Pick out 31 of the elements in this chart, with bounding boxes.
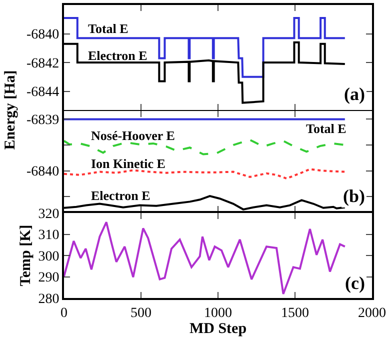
x-axis-title: MD Step — [189, 320, 247, 337]
y-tick-label: -6839 — [26, 113, 60, 128]
y-tick-label: 300 — [38, 249, 60, 264]
series-label: Electron E — [88, 48, 148, 63]
series-label: Total E — [306, 121, 346, 136]
y-axis-title: Energy [Ha] — [2, 70, 20, 150]
annotation: (c) — [345, 273, 365, 293]
y-tick-label: 280 — [38, 292, 60, 307]
y-tick-label: 310 — [38, 228, 60, 244]
y-tick-label: -6844 — [26, 85, 60, 100]
series-label: Total E — [88, 21, 128, 36]
x-tick-label: 0 — [60, 306, 68, 321]
series-label: Nosé-Hoover E — [91, 128, 175, 143]
line-series — [64, 221, 346, 295]
y-tick-label: -6840 — [26, 164, 60, 180]
annotation: (b) — [343, 186, 366, 206]
annotation: (a) — [344, 84, 365, 104]
y-axis-title: Temp [K] — [18, 224, 34, 286]
y-tick-label: 320 — [38, 206, 60, 222]
x-tick-label: 2000 — [358, 306, 386, 321]
x-tick-label: 500 — [130, 306, 152, 321]
series-label: Ion Kinetic E — [91, 156, 166, 171]
line-series — [64, 138, 346, 156]
series-label: Electron E — [91, 188, 150, 203]
y-tick-label: -6842 — [26, 56, 60, 72]
y-tick-label: -6840 — [26, 28, 60, 43]
line-series — [64, 168, 346, 180]
x-tick-label: 1500 — [281, 306, 309, 321]
y-tick-label: 290 — [38, 270, 60, 286]
x-tick-label: 1000 — [204, 306, 232, 321]
line-series — [64, 16, 346, 78]
